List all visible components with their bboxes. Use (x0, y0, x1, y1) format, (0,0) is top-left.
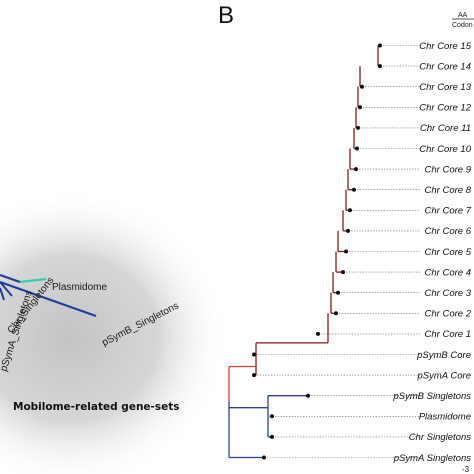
leaf-node-1 (378, 64, 382, 69)
leaf-node-5 (355, 146, 359, 151)
leaf-node-12 (336, 290, 340, 295)
leaf-label-2: Chr Core 13 (419, 82, 471, 93)
leaf-label-13: Chr Core 2 (425, 309, 472, 320)
leaf-node-8 (348, 208, 352, 213)
leaf-label-3: Chr Core 12 (419, 103, 471, 114)
leaf-node-2 (360, 84, 364, 89)
leaf-label-14: Chr Core 1 (425, 329, 471, 340)
tree-leader-lines (257, 45, 420, 458)
leaf-node-17 (306, 393, 310, 398)
scale-label-top: AA (458, 12, 468, 19)
label-plasmidome: Plasmidome (52, 282, 107, 293)
mobilome-group-label: Mobilome-related gene-sets (13, 401, 180, 413)
leaf-node-4 (356, 125, 360, 130)
leaf-label-7: Chr Core 8 (425, 185, 472, 196)
leaf-label-1: Chr Core 14 (419, 61, 471, 72)
scale-label-bottom: Codon (452, 22, 473, 29)
leaf-label-16: pSymA Core (417, 370, 472, 381)
branch-plasmidome (0, 273, 21, 284)
branch-plasmidome-tip (19, 277, 47, 284)
branch-psyma-singletons (0, 287, 5, 301)
leaf-label-8: Chr Core 7 (425, 206, 472, 217)
leaf-label-4: Chr Core 11 (420, 123, 471, 134)
leaf-label-5: Chr Core 10 (419, 144, 471, 155)
leaf-label-17: pSymB Singletons (392, 391, 471, 402)
branch-psymb-singletons (0, 280, 97, 318)
leaf-node-14 (316, 331, 320, 336)
leaf-label-18: Plasmidome (419, 412, 471, 423)
leaf-label-15: pSymB Core (416, 350, 471, 361)
panel-letter: B (218, 2, 234, 29)
leaf-node-7 (352, 187, 356, 192)
leaf-label-20: pSymA Singletons (393, 453, 472, 464)
leaf-node-20 (262, 455, 266, 460)
leaf-label-10: Chr Core 5 (425, 247, 472, 258)
leaf-node-6 (354, 167, 358, 172)
leaf-node-11 (341, 270, 345, 275)
tree-branches (228, 44, 380, 459)
leaf-node-0 (378, 43, 382, 48)
leaf-label-11: Chr Core 4 (425, 267, 471, 278)
leaf-label-0: Chr Core 15 (419, 41, 471, 52)
mobilome-halo (0, 188, 230, 474)
leaf-node-15 (252, 352, 256, 357)
leaf-node-9 (346, 228, 350, 233)
leaf-label-6: Chr Core 9 (425, 164, 472, 175)
leaf-label-19: Chr Singletons (409, 432, 472, 443)
leaf-node-19 (270, 434, 274, 439)
leaf-label-12: Chr Core 3 (425, 288, 472, 299)
leaf-node-3 (358, 105, 362, 110)
tree-nodes (252, 43, 382, 460)
leaf-node-10 (344, 249, 348, 254)
leaf-label-9: Chr Core 6 (425, 226, 472, 237)
axis-tick-label: -3 (462, 465, 470, 474)
leaf-node-13 (334, 311, 338, 316)
leaf-node-16 (252, 373, 256, 378)
branch-chr-singletons (0, 281, 13, 297)
leaf-node-18 (270, 414, 274, 419)
left-tree-branches (0, 273, 97, 318)
tree-leaf-labels: Chr Core 15 Chr Core 14 Chr Core 13 Chr Cor… (392, 41, 471, 464)
